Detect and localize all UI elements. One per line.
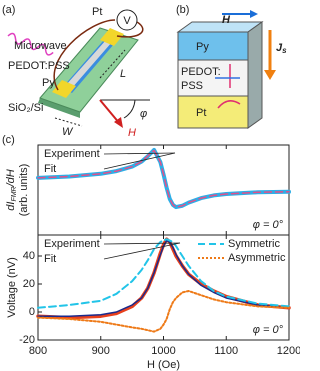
- label: PEDOT:PSS: [8, 60, 70, 72]
- panel-a: (a) V Microwave PEDOT:PSS Py SiO₂/Si Pt …: [2, 4, 150, 139]
- microwave-wave: [7, 32, 54, 56]
- field-arrow: [99, 99, 121, 125]
- y-axis-label: Voltage (nV): [6, 257, 18, 318]
- legend-label: Experiment: [44, 238, 100, 250]
- panel-label: (a): [2, 4, 15, 16]
- y-tick-label: -20: [19, 334, 35, 346]
- panel-b: (b) H Js Py PEDOT: PSS Pt: [176, 4, 287, 129]
- series-line: [37, 239, 290, 317]
- x-axis-label: H (Oe): [147, 359, 180, 371]
- py-stripe: [66, 40, 112, 88]
- arrow-head: [264, 70, 276, 80]
- label: H: [128, 127, 136, 139]
- leader-line: [103, 242, 181, 245]
- y-axis-label: dIFMR/dH: [5, 169, 18, 211]
- annotation: φ = 0°: [253, 324, 284, 336]
- voltmeter: [116, 9, 138, 31]
- x-tick-label: 1000: [151, 345, 175, 357]
- label: PSS: [181, 80, 203, 92]
- angle-arc: [123, 99, 136, 119]
- pt-layer: [177, 95, 249, 129]
- wire: [116, 21, 144, 38]
- label: L: [120, 68, 126, 80]
- label: Py: [42, 77, 55, 89]
- annotation: φ = 0°: [253, 219, 284, 231]
- legend-label: Fit: [44, 253, 56, 265]
- leader-line: [103, 152, 176, 155]
- label: Microwave: [14, 40, 67, 52]
- label: φ: [140, 108, 147, 120]
- y-axis-label: FMR: [11, 186, 18, 201]
- x-tick-label: 1100: [214, 345, 238, 357]
- series-line: [37, 238, 290, 309]
- legend-label: Fit: [44, 163, 56, 175]
- arrow-head: [114, 117, 123, 128]
- leader-line: [103, 242, 181, 260]
- pt-pad: [52, 80, 76, 98]
- wire: [53, 19, 116, 91]
- legend-label: Symmetric: [228, 238, 280, 250]
- y-axis-label: /dH: [5, 169, 17, 187]
- panel-label: (c): [2, 134, 15, 146]
- label: PEDOT:: [181, 66, 221, 78]
- py-layer: [177, 31, 249, 61]
- side-face: [247, 21, 263, 129]
- label: W: [62, 126, 74, 138]
- pt-pad: [100, 28, 124, 46]
- y-tick-label: 20: [23, 278, 35, 290]
- arrow-head: [250, 10, 258, 18]
- y-axis-unit: (arb. units): [18, 164, 30, 217]
- y-axis-label: dI: [5, 202, 17, 211]
- spin-arrow: [217, 100, 241, 109]
- x-tick-label: 900: [92, 345, 110, 357]
- label: Pt: [92, 6, 102, 18]
- x-tick-label: 1200: [277, 345, 300, 357]
- leader-line: [103, 152, 176, 170]
- y-tick-label: 40: [23, 250, 35, 262]
- dimension-line: [54, 117, 83, 127]
- series-line: [37, 290, 290, 333]
- label: H: [222, 14, 231, 26]
- figure: (a) V Microwave PEDOT:PSS Py SiO₂/Si Pt …: [2, 4, 300, 371]
- series-line: [37, 149, 290, 208]
- label: Js: [276, 42, 287, 55]
- label: Py: [196, 41, 209, 53]
- panel-label: (b): [176, 4, 189, 16]
- x-tick-label: 800: [29, 345, 47, 357]
- y-tick-label: 0: [29, 306, 35, 318]
- voltmeter-label: V: [123, 15, 131, 27]
- label: Pt: [196, 107, 206, 119]
- label: s: [282, 46, 287, 55]
- legend-label: Asymmetric: [228, 252, 286, 264]
- label: SiO₂/Si: [8, 102, 43, 114]
- legend-label: Experiment: [44, 148, 100, 160]
- label: J: [276, 42, 283, 54]
